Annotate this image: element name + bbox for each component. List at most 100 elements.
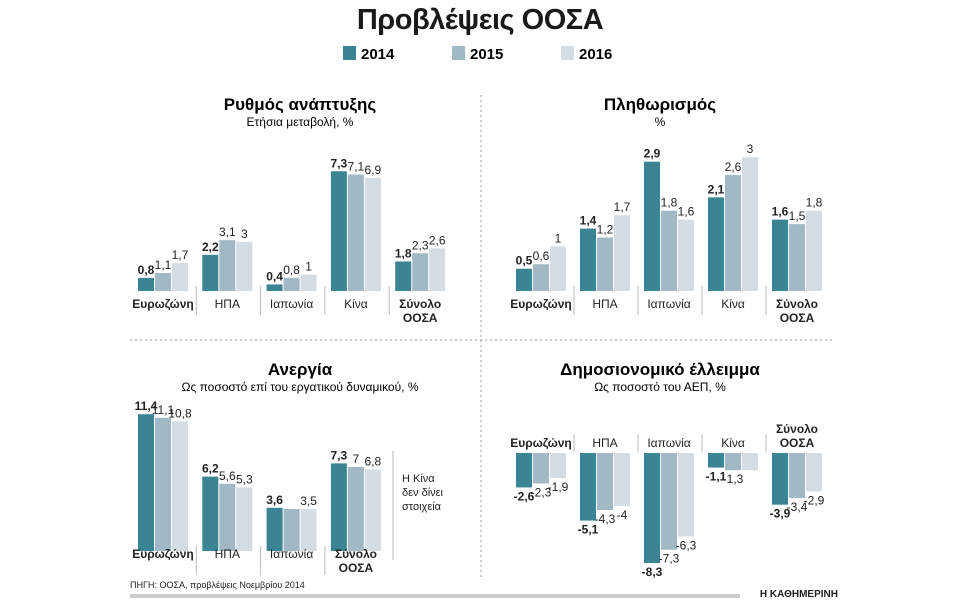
data-label: 7	[353, 452, 360, 466]
category-label: Ιαπωνία	[647, 436, 690, 450]
bar-2015	[661, 210, 677, 291]
source-note: ΠΗΓΗ: ΟΟΣΑ, προβλέψεις Νοεμβρίου 2014	[130, 580, 305, 590]
bar-2014	[395, 261, 412, 291]
bar-2014	[580, 228, 596, 291]
panel-title: Δημοσιονομικό έλλειμμα	[560, 360, 760, 379]
data-label: 2,3	[412, 238, 429, 252]
category-label: ΟΟΣΑ	[780, 311, 815, 325]
bar-2015	[155, 417, 171, 551]
category-label: ΗΠΑ	[215, 297, 240, 311]
bar-2016	[300, 509, 317, 551]
legend-swatch-2015	[452, 46, 465, 60]
bar-2016	[429, 248, 446, 291]
bar-2015	[597, 237, 613, 291]
bar-2014	[202, 254, 219, 291]
data-label: -4	[617, 508, 628, 522]
bar-2016	[364, 177, 381, 291]
china-note: δεν δίνει	[402, 487, 444, 499]
bar-2014	[772, 219, 788, 291]
data-label: 7,3	[331, 448, 348, 462]
data-label: 5,6	[219, 469, 236, 483]
panel-subtitle: Ως ποσοστό του ΑΕΠ, %	[594, 380, 726, 394]
bar-2014	[708, 453, 724, 468]
category-label: Ευρωζώνη	[132, 297, 194, 311]
bar-2016	[678, 453, 694, 537]
bar-2016	[614, 453, 630, 506]
data-label: -4,3	[595, 512, 616, 526]
bar-2014	[138, 414, 154, 551]
bar-2014	[772, 453, 788, 505]
data-label: 7,1	[348, 160, 365, 174]
bar-2015	[283, 277, 300, 291]
bar-2015	[283, 509, 300, 551]
data-label: 2,2	[202, 240, 219, 254]
data-label: 11,1	[152, 403, 175, 417]
bar-2016	[236, 241, 253, 291]
category-label: Ιαπωνία	[270, 547, 313, 561]
category-label: ΟΟΣΑ	[780, 436, 815, 450]
category-label: Σύνολο	[399, 297, 441, 311]
bar-2016	[806, 453, 822, 492]
bar-2014	[644, 161, 660, 291]
data-label: 0,8	[283, 263, 300, 277]
data-label: 0,4	[266, 269, 283, 283]
panel-subtitle: Ως ποσοστό επί του εργατικού δυναμικού, …	[181, 380, 418, 394]
data-label: 6,2	[202, 462, 219, 476]
bar-2015	[725, 175, 741, 291]
legend-swatch-2014	[343, 46, 356, 60]
panel-subtitle: Ετήσια μεταβολή, %	[247, 115, 354, 129]
data-label: 3,6	[266, 493, 283, 507]
category-label: Ιαπωνία	[270, 297, 313, 311]
bar-2014	[266, 284, 283, 291]
data-label: 1,6	[678, 205, 695, 219]
category-label: ΟΟΣΑ	[339, 561, 374, 575]
panel-title: Ρυθμός ανάπτυξης	[224, 95, 377, 114]
category-label: ΗΠΑ	[592, 297, 617, 311]
category-label: ΗΠΑ	[592, 436, 617, 450]
bar-2014	[644, 453, 660, 563]
legend-label-2016: 2016	[579, 46, 612, 63]
data-label: 1,8	[395, 246, 412, 260]
category-label: Κίνα	[344, 297, 368, 311]
data-label: -2,6	[514, 489, 535, 503]
legend-label-2015: 2015	[470, 46, 503, 63]
bar-2015	[533, 453, 549, 484]
bar-2015	[725, 453, 741, 471]
bar-2016	[742, 157, 758, 291]
category-label: Σύνολο	[335, 547, 377, 561]
data-label: 3	[241, 227, 248, 241]
data-label: -1,3	[723, 472, 744, 486]
category-label: ΗΠΑ	[215, 547, 240, 561]
data-label: 2,6	[725, 160, 742, 174]
data-label: 5,3	[236, 472, 253, 486]
bar-2016	[614, 215, 630, 291]
bar-2014	[330, 463, 347, 551]
legend-label-2014: 2014	[361, 46, 395, 63]
data-label: 1,5	[789, 209, 806, 223]
data-label: 6,9	[365, 163, 382, 177]
data-label: 1	[555, 231, 562, 245]
bar-2015	[347, 467, 364, 551]
china-note: Η Κίνα	[402, 473, 435, 485]
data-label: -8,3	[642, 565, 663, 579]
legend-swatch-2016	[561, 46, 574, 60]
category-label: Σύνολο	[776, 297, 818, 311]
bar-2016	[300, 274, 317, 291]
bar-2015	[155, 272, 171, 291]
bar-2015	[219, 240, 236, 291]
data-label: -5,1	[578, 523, 599, 537]
data-label: -1,9	[548, 480, 569, 494]
data-label: 1,6	[772, 205, 789, 219]
data-label: 0,5	[516, 254, 533, 268]
bar-2015	[219, 483, 236, 551]
data-label: 1,4	[580, 214, 597, 228]
data-label: 2,1	[708, 182, 725, 196]
data-label: 1,7	[172, 248, 189, 262]
data-label: -2,3	[531, 485, 552, 499]
data-label: 1,2	[597, 222, 614, 236]
china-note: στοιχεία	[402, 501, 442, 513]
bar-2016	[172, 421, 188, 551]
panel-title: Ανεργία	[268, 360, 333, 379]
bar-2015	[661, 453, 677, 550]
